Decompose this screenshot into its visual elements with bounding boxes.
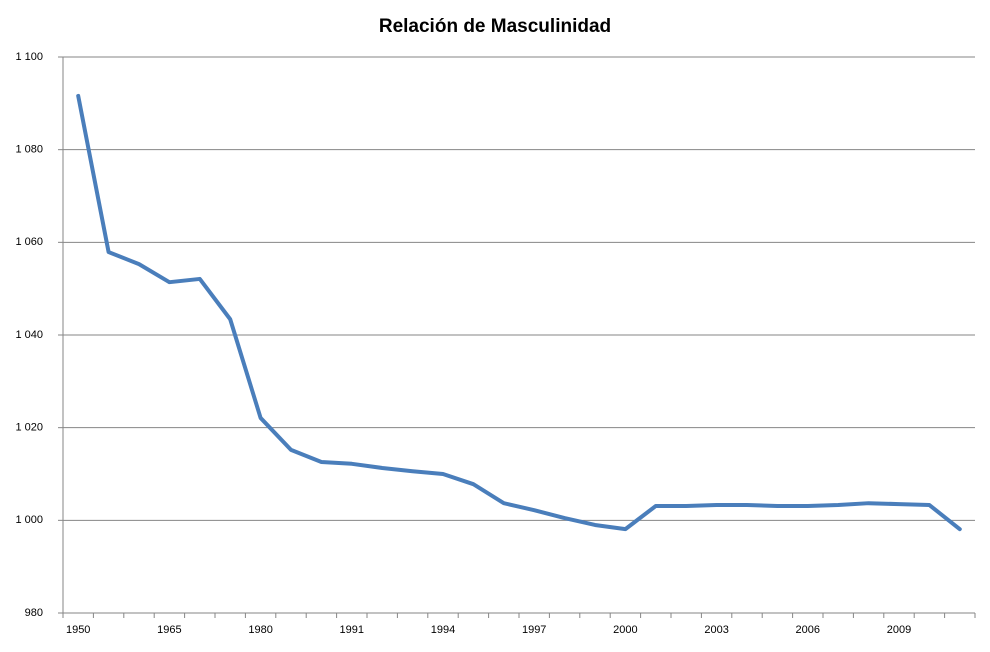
y-tick-label: 1 060 [15, 236, 43, 248]
x-tick-label: 1980 [248, 624, 272, 636]
y-tick-label: 1 080 [15, 144, 43, 156]
x-tick-label: 2009 [887, 624, 911, 636]
x-tick-label: 2000 [613, 624, 637, 636]
x-tick-label: 1991 [340, 624, 364, 636]
x-tick-label: 2006 [796, 624, 820, 636]
x-tick-label: 1965 [157, 624, 181, 636]
data-line [76, 93, 962, 532]
x-tick-label: 2003 [704, 624, 728, 636]
y-tick-label: 980 [25, 607, 43, 619]
x-tick-label: 1950 [66, 624, 90, 636]
y-tick-label: 1 020 [15, 422, 43, 434]
y-tick-label: 1 040 [15, 329, 43, 341]
x-tick-label: 1994 [431, 624, 455, 636]
x-tick-label: 1997 [522, 624, 546, 636]
chart-title: Relación de Masculinidad [379, 16, 611, 37]
y-tick-label: 1 000 [15, 514, 43, 526]
y-tick-label: 1 100 [15, 51, 43, 63]
